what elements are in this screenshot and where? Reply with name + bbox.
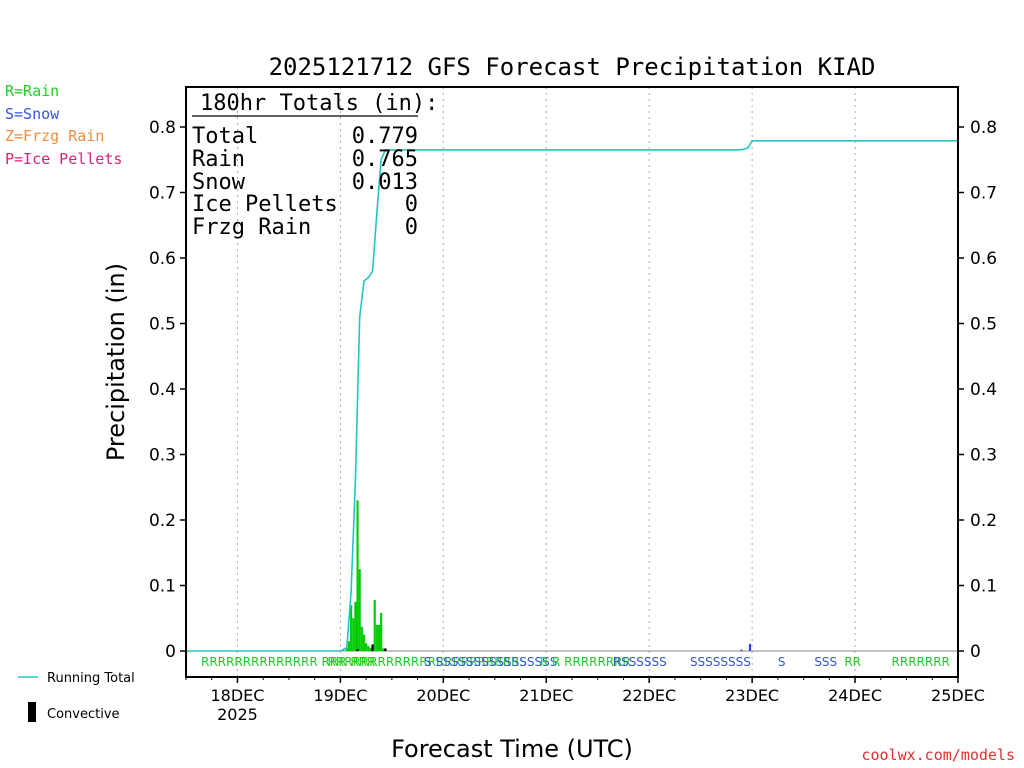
- bottom-legend: Running Total Convective: [18, 671, 135, 722]
- convective-bar-0: [356, 649, 359, 651]
- legend-frzg-rain: Z=Frzg Rain: [5, 127, 104, 145]
- y-tick-left-2: 0.2: [149, 511, 176, 531]
- y-tick-right-1: 0.1: [970, 577, 997, 597]
- precip-bar-17: [382, 648, 385, 651]
- totals-value-rain: 0.765: [352, 147, 418, 172]
- y-tick-left-0: 0: [165, 642, 176, 662]
- x-tick-label-6: 24DEC: [828, 686, 882, 705]
- precip-bar-18: [748, 643, 752, 651]
- y-tick-right-0: 0: [970, 642, 981, 662]
- totals-value-frzg-rain: 0: [405, 215, 418, 240]
- totals-value-ice-pellets: 0: [405, 192, 418, 217]
- running-total-line: [186, 140, 958, 652]
- x-tick-label-7: 25DEC: [931, 686, 985, 705]
- legend-ice-pellets: P=Ice Pellets: [5, 150, 122, 168]
- precip-bar-3: [352, 618, 355, 651]
- y-tick-right-7: 0.7: [970, 184, 997, 204]
- plot-frame: [185, 86, 959, 678]
- y-tick-right-4: 0.4: [970, 380, 997, 400]
- ptype-run-3: R R RRRRRRRR: [540, 655, 631, 669]
- precip-type-row: RRRRRRRRRRRRRR RRR RRRRRRRRRRRRRRRRRRRRR…: [201, 655, 950, 669]
- convective-bars: [356, 644, 387, 651]
- totals-label-total: Total: [192, 124, 258, 149]
- x-tick-sublabel-0: 2025: [217, 705, 258, 724]
- totals-box: 180hr Totals (in): Total 0.779 Rain 0.76…: [192, 91, 438, 240]
- precip-bar-14: [375, 624, 378, 651]
- legend-rain: R=Rain: [5, 82, 59, 100]
- x-axis-label: Forecast Time (UTC): [391, 735, 633, 763]
- y-axis-label: Precipitation (in): [102, 263, 130, 461]
- precip-bar-2: [350, 605, 353, 651]
- totals-label-rain: Rain: [192, 147, 245, 172]
- y-tick-left-1: 0.1: [149, 577, 176, 597]
- y-tick-left-7: 0.7: [149, 184, 176, 204]
- ptype-run-1: RRRRRRRRRRRRRRRRRRRRRRRS: [328, 655, 527, 669]
- legend-snow: S=Snow: [5, 105, 60, 123]
- precip-bar-1: [347, 641, 351, 651]
- precip-bar-19: [740, 649, 743, 651]
- precip-bar-16: [380, 613, 383, 651]
- y-tick-left-6: 0.6: [149, 249, 176, 269]
- y-tick-left-4: 0.4: [149, 380, 176, 400]
- y-tick-right-6: 0.6: [970, 249, 997, 269]
- precip-bar-13: [373, 599, 376, 651]
- totals-label-frzg-rain: Frzg Rain: [192, 215, 311, 240]
- convective-bar-2: [384, 648, 387, 651]
- precip-bar-4: [354, 601, 357, 651]
- convective-bar-1: [371, 644, 374, 651]
- y-tick-right-3: 0.3: [970, 446, 997, 466]
- x-tick-label-1: 19DEC: [313, 686, 367, 705]
- precip-bar-15: [377, 624, 381, 651]
- precip-bar-5: [356, 500, 359, 651]
- precip-bar-0: [345, 647, 348, 651]
- precip-bar-8: [362, 634, 366, 651]
- ptype-run-6: S: [778, 655, 786, 669]
- totals-label-snow: Snow: [192, 170, 246, 195]
- precip-bar-11: [369, 647, 372, 651]
- ptype-run-5: SSSSSSSS: [690, 655, 751, 669]
- x-tick-label-5: 23DEC: [725, 686, 779, 705]
- grid-lines: [186, 87, 958, 677]
- precip-bar-10: [367, 645, 370, 651]
- x-tick-label-4: 22DEC: [622, 686, 676, 705]
- ptype-run-9: RRRRRRR: [892, 655, 950, 669]
- ptype-run-8: RR: [844, 655, 861, 669]
- ptype-run-2: S SSSSSSSSSSSSSSSS: [424, 655, 557, 669]
- chart-title: 2025121712 GFS Forecast Precipitation KI…: [269, 53, 876, 81]
- precip-type-legend: R=Rain S=Snow Z=Frzg Rain P=Ice Pellets: [5, 82, 122, 168]
- totals-label-ice-pellets: Ice Pellets: [192, 192, 338, 217]
- totals-header: 180hr Totals (in):: [200, 91, 438, 116]
- ptype-run-0: RRRRRRRRRRRRRR RRR RRR: [201, 655, 375, 669]
- y-tick-left-8: 0.8: [149, 118, 176, 138]
- totals-value-snow: 0.013: [352, 170, 418, 195]
- convective-legend-swatch: [28, 702, 36, 722]
- y-tick-left-3: 0.3: [149, 446, 176, 466]
- x-tick-label-0: 18DEC: [210, 686, 264, 705]
- precip-bars: [345, 500, 752, 651]
- y-tick-left-5: 0.5: [149, 315, 176, 335]
- running-total-legend-label: Running Total: [47, 671, 135, 686]
- y-axis-ticks: 0 00.1 0.10.2 0.20.3 0.30.4 0.40.5 0.50.6 0.60.…: [149, 118, 997, 662]
- precip-bar-9: [365, 643, 368, 651]
- ptype-run-4: RSSSSSS: [613, 655, 667, 669]
- x-tick-label-2: 20DEC: [416, 686, 470, 705]
- precip-bar-6: [358, 569, 361, 651]
- running-total-layer: [186, 140, 958, 652]
- totals-value-total: 0.779: [352, 124, 418, 149]
- credit-text: coolwx.com/models: [861, 746, 1015, 764]
- y-tick-right-8: 0.8: [970, 118, 997, 138]
- y-tick-right-2: 0.2: [970, 511, 997, 531]
- x-tick-label-3: 21DEC: [519, 686, 573, 705]
- ptype-run-7: SSS: [814, 655, 837, 669]
- convective-legend-label: Convective: [47, 707, 120, 722]
- precip-bar-7: [360, 626, 363, 651]
- y-tick-right-5: 0.5: [970, 315, 997, 335]
